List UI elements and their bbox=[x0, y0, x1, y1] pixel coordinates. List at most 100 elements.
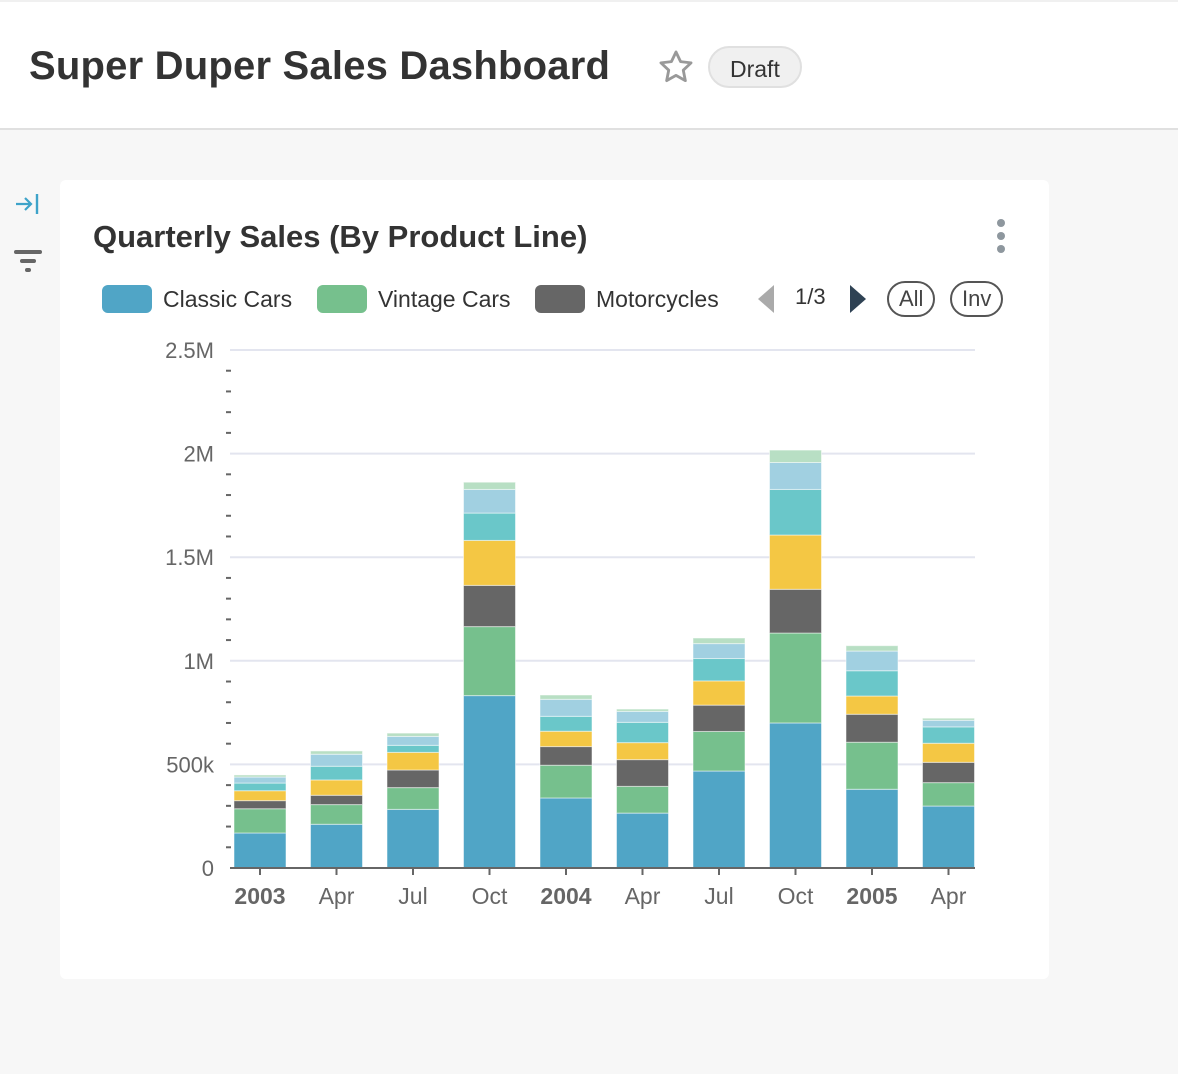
bar-segment bbox=[692, 643, 746, 660]
bar-segment bbox=[386, 808, 440, 869]
bar-segment bbox=[845, 670, 899, 697]
filter-icon[interactable] bbox=[14, 248, 42, 274]
legend-item-motorcycles[interactable]: Motorcycles bbox=[535, 284, 719, 314]
bar-segment bbox=[692, 704, 746, 732]
bar-segment bbox=[769, 449, 822, 464]
x-tick-label: Jul bbox=[704, 883, 733, 909]
bar-segment bbox=[233, 782, 287, 792]
bar-segment bbox=[386, 744, 440, 753]
x-tick-label: Jul bbox=[398, 883, 427, 909]
bar-segment bbox=[310, 753, 363, 767]
bar-segment bbox=[845, 741, 899, 790]
bar-segment bbox=[845, 788, 899, 869]
bar-segment bbox=[463, 481, 516, 490]
bar-segment bbox=[616, 721, 669, 744]
bar-segment bbox=[922, 782, 975, 807]
x-tick-label: Apr bbox=[319, 883, 355, 909]
legend-prev-icon[interactable] bbox=[756, 284, 776, 314]
legend-label: Vintage Cars bbox=[378, 285, 511, 312]
bar-segment bbox=[310, 804, 363, 825]
legend-page-indicator: 1/3 bbox=[795, 284, 826, 309]
bar-segment bbox=[616, 759, 669, 787]
bar-segment bbox=[386, 787, 440, 810]
bar-segment bbox=[233, 790, 287, 802]
bar-segment bbox=[769, 534, 822, 590]
bar-segment bbox=[463, 488, 516, 514]
bar-segment bbox=[539, 797, 593, 869]
bar-segment bbox=[845, 713, 899, 743]
bar-segment bbox=[616, 812, 669, 869]
bar-segment bbox=[386, 732, 440, 737]
bar-segment bbox=[616, 742, 669, 761]
x-tick-label: Apr bbox=[931, 883, 967, 909]
bar-segment bbox=[922, 805, 975, 869]
bar-segment bbox=[310, 750, 363, 755]
bar-segment bbox=[463, 512, 516, 541]
bar-segment bbox=[769, 462, 822, 490]
bar-segment bbox=[539, 715, 593, 732]
bar-segment bbox=[616, 785, 669, 814]
x-tick-label: Apr bbox=[625, 883, 661, 909]
bar-segment bbox=[845, 645, 899, 652]
chart-title: Quarterly Sales (By Product Line) bbox=[93, 219, 588, 254]
y-tick-label: 1M bbox=[183, 649, 214, 674]
legend-swatch bbox=[102, 285, 152, 313]
bar-segment bbox=[922, 761, 975, 784]
legend-select-all-button[interactable]: All bbox=[887, 281, 936, 317]
bar-segment bbox=[233, 800, 287, 810]
bar-segment bbox=[233, 774, 287, 778]
bar-segment bbox=[233, 832, 287, 869]
bar-segment bbox=[922, 726, 975, 744]
more-vertical-icon[interactable] bbox=[992, 218, 1010, 256]
legend-label: Motorcycles bbox=[596, 285, 719, 312]
bar-segment bbox=[463, 539, 516, 586]
bar-segment bbox=[463, 695, 516, 869]
legend-swatch bbox=[535, 285, 585, 313]
bar-segment bbox=[233, 776, 287, 784]
bar-segment bbox=[769, 588, 822, 634]
bar-segment bbox=[539, 746, 593, 766]
bar-segment bbox=[386, 751, 440, 771]
expand-right-icon[interactable] bbox=[14, 192, 40, 216]
bar-segment bbox=[539, 694, 593, 700]
legend-invert-button[interactable]: Inv bbox=[950, 281, 1004, 317]
bar-segment bbox=[539, 698, 593, 717]
bar-segment bbox=[616, 708, 669, 712]
status-badge: Draft bbox=[708, 46, 802, 88]
bar-segment bbox=[310, 823, 363, 869]
bar-segment bbox=[539, 730, 593, 748]
y-tick-label: 2.5M bbox=[165, 338, 214, 363]
bar-segment bbox=[922, 719, 975, 728]
y-tick-label: 0 bbox=[202, 856, 214, 881]
bar-segment bbox=[463, 584, 516, 628]
bar-segment bbox=[310, 794, 363, 806]
bar-segment bbox=[463, 626, 516, 697]
y-tick-label: 1.5M bbox=[165, 545, 214, 570]
x-tick-label: Oct bbox=[472, 883, 508, 909]
x-tick-label: Oct bbox=[778, 883, 814, 909]
bar-segment bbox=[386, 769, 440, 789]
legend-item-vintage-cars[interactable]: Vintage Cars bbox=[317, 284, 511, 314]
bar-segment bbox=[922, 717, 975, 721]
x-tick-label: 2005 bbox=[846, 883, 897, 909]
bar-segment bbox=[769, 488, 822, 536]
legend-item-classic-cars[interactable]: Classic Cars bbox=[102, 284, 292, 314]
bar-segment bbox=[310, 779, 363, 796]
bar-segment bbox=[692, 730, 746, 772]
bar-segment bbox=[386, 735, 440, 746]
bar-segment bbox=[692, 770, 746, 869]
bar-segment bbox=[769, 722, 822, 869]
bar-segment bbox=[692, 658, 746, 682]
bar-segment bbox=[845, 695, 899, 715]
dashboard-title: Super Duper Sales Dashboard bbox=[29, 44, 611, 88]
dashboard-header: Super Duper Sales Dashboard Draft bbox=[0, 0, 1178, 130]
star-outline-icon[interactable] bbox=[657, 48, 695, 86]
bar-segment bbox=[539, 764, 593, 799]
bar-segment bbox=[922, 742, 975, 763]
bar-segment bbox=[310, 765, 363, 781]
bar-segment bbox=[769, 632, 822, 724]
x-tick-label: 2003 bbox=[234, 883, 285, 909]
legend-label: Classic Cars bbox=[163, 285, 293, 312]
legend-next-icon[interactable] bbox=[848, 284, 868, 314]
bar-segment bbox=[692, 680, 746, 706]
